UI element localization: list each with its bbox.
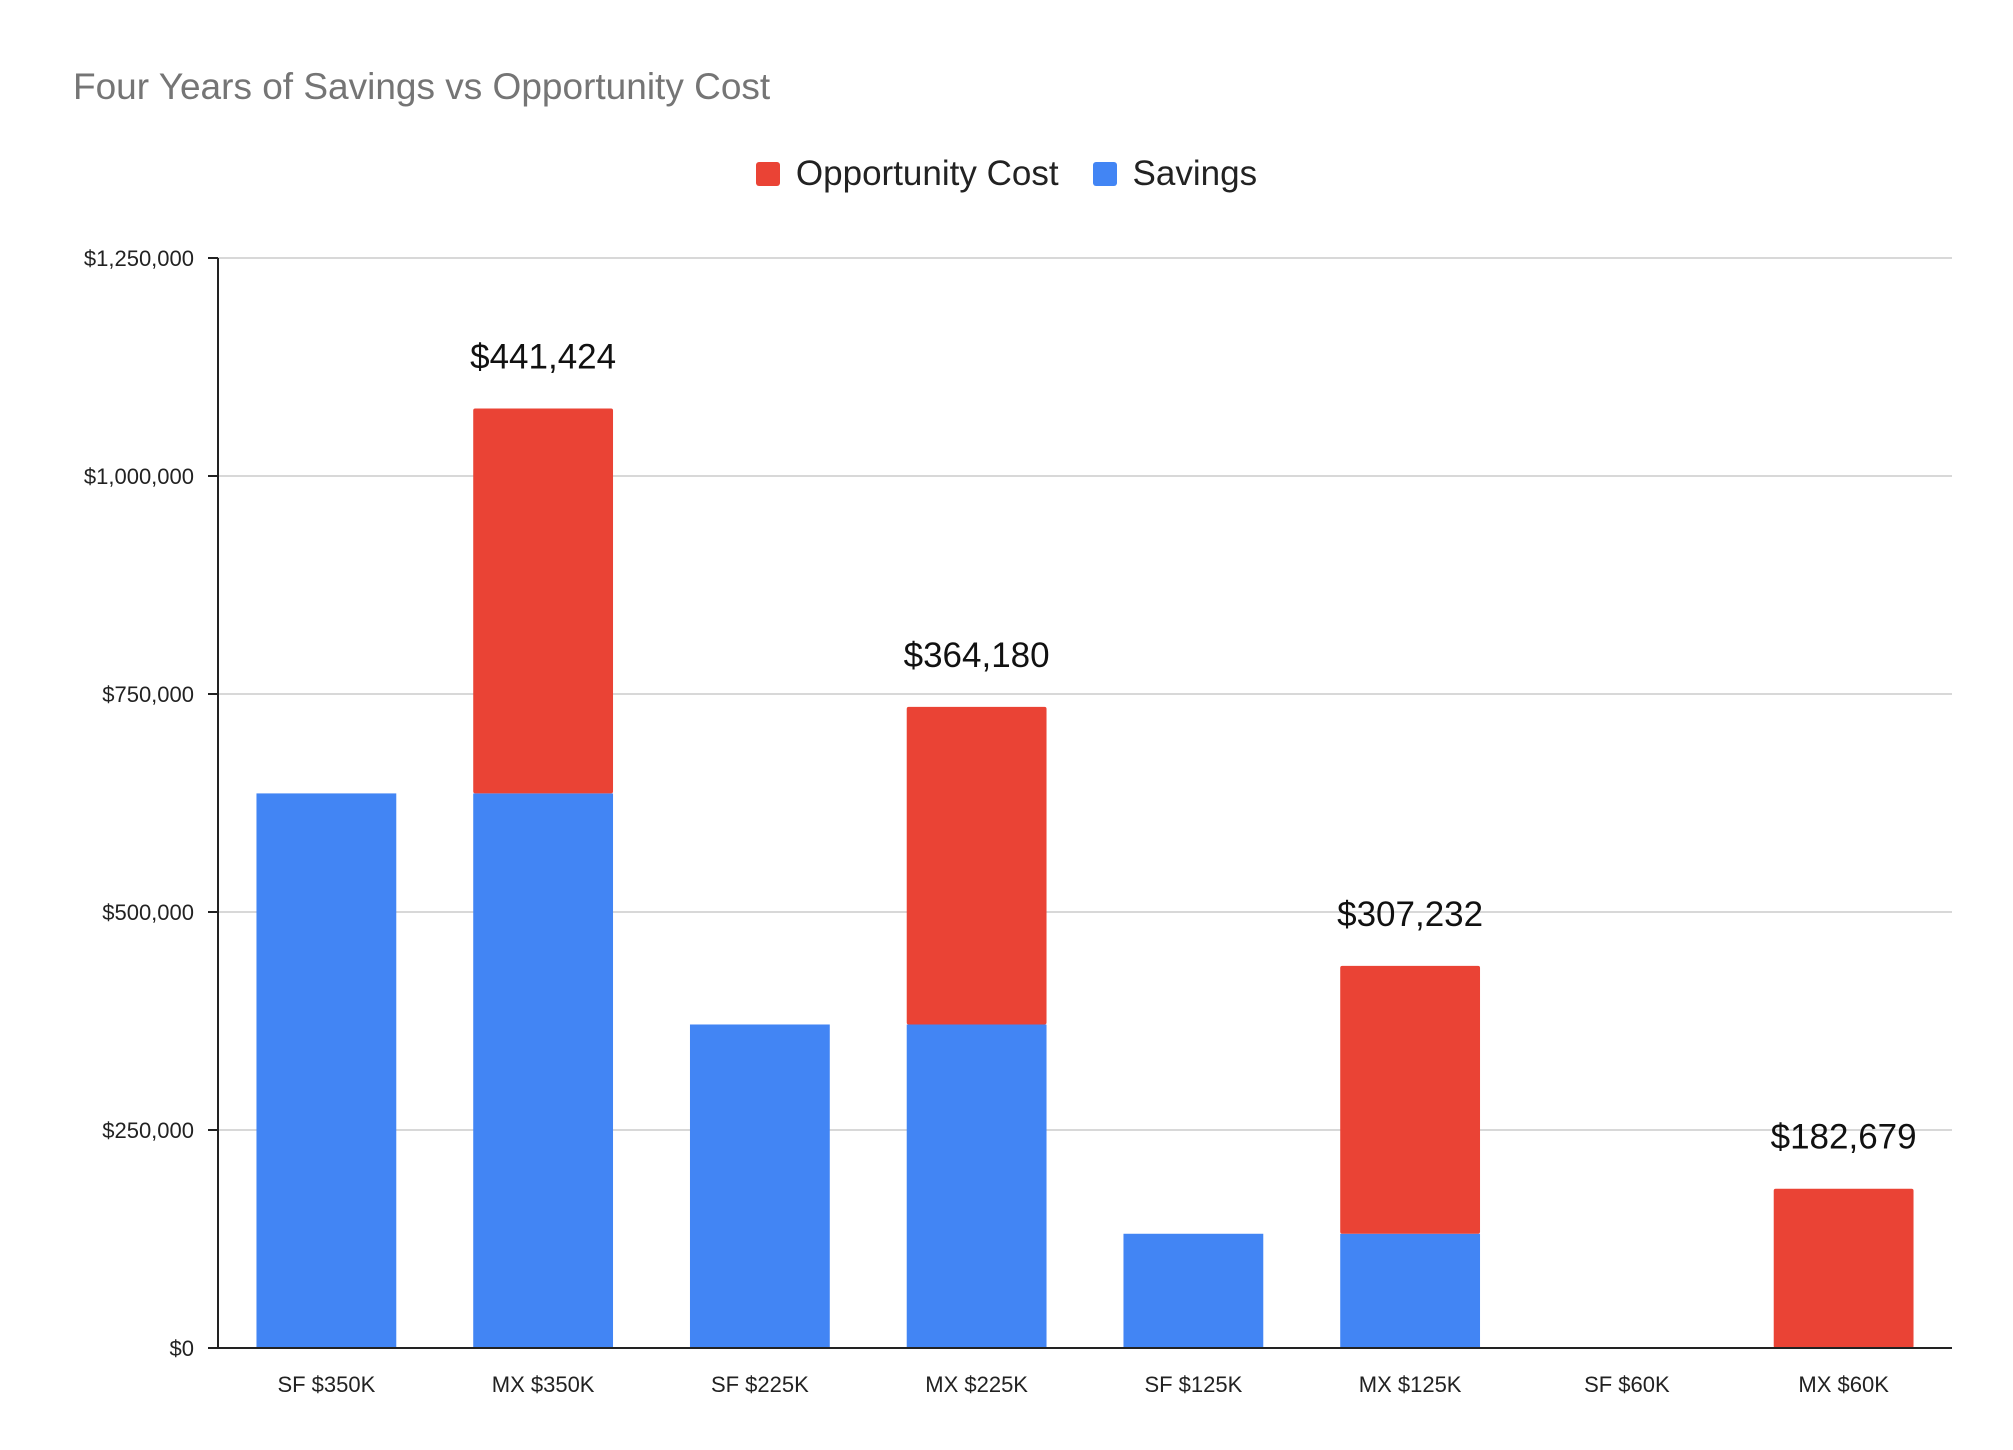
bar-savings — [906, 1024, 1047, 1348]
legend-swatch-savings — [1092, 162, 1117, 186]
x-tick-label: SF $125K — [1144, 1372, 1242, 1397]
x-tick-label: MX $225K — [925, 1372, 1028, 1397]
bar-savings — [473, 793, 614, 1348]
bar-savings — [689, 1024, 830, 1348]
y-tick-label: $750,000 — [102, 682, 194, 707]
bar-savings — [256, 793, 397, 1348]
legend-swatch-opportunity-cost — [755, 162, 780, 186]
y-tick-label: $0 — [170, 1336, 194, 1361]
bar-opportunity-cost — [906, 706, 1047, 1025]
axes — [208, 257, 1952, 1349]
legend-label-savings: Savings — [1132, 154, 1258, 193]
x-tick-label: MX $350K — [492, 1372, 595, 1397]
bar-opportunity-cost — [1773, 1188, 1914, 1348]
legend-label-opportunity-cost: Opportunity Cost — [795, 154, 1059, 193]
chart-title: Four Years of Savings vs Opportunity Cos… — [73, 66, 771, 107]
data-label: $307,232 — [1337, 895, 1483, 934]
x-tick-label: SF $225K — [711, 1372, 809, 1397]
legend: Opportunity Cost Savings — [0, 154, 2013, 194]
y-tick-label: $250,000 — [102, 1118, 194, 1143]
bars — [256, 408, 1914, 1348]
data-label: $364,180 — [904, 636, 1050, 675]
bar-savings — [1340, 1233, 1481, 1348]
legend-item-savings[interactable]: Savings — [1092, 154, 1258, 194]
bar-savings — [1123, 1233, 1264, 1348]
data-label: $441,424 — [470, 337, 616, 376]
labels: $0 $250,000 $500,000 $750,000 $1,000,000 $1,2… — [84, 246, 1917, 1397]
x-tick-label: SF $350K — [277, 1372, 375, 1397]
x-tick-label: MX $125K — [1359, 1372, 1462, 1397]
y-tick-label: $500,000 — [102, 900, 194, 925]
bar-opportunity-cost — [473, 408, 614, 794]
x-tick-label: MX $60K — [1798, 1372, 1889, 1397]
bar-opportunity-cost — [1340, 965, 1481, 1234]
data-label: $182,679 — [1771, 1118, 1917, 1157]
legend-item-opportunity-cost[interactable]: Opportunity Cost — [755, 154, 1059, 194]
x-tick-label: SF $60K — [1584, 1372, 1670, 1397]
y-tick-label: $1,000,000 — [84, 464, 194, 489]
y-tick-label: $1,250,000 — [84, 246, 194, 271]
